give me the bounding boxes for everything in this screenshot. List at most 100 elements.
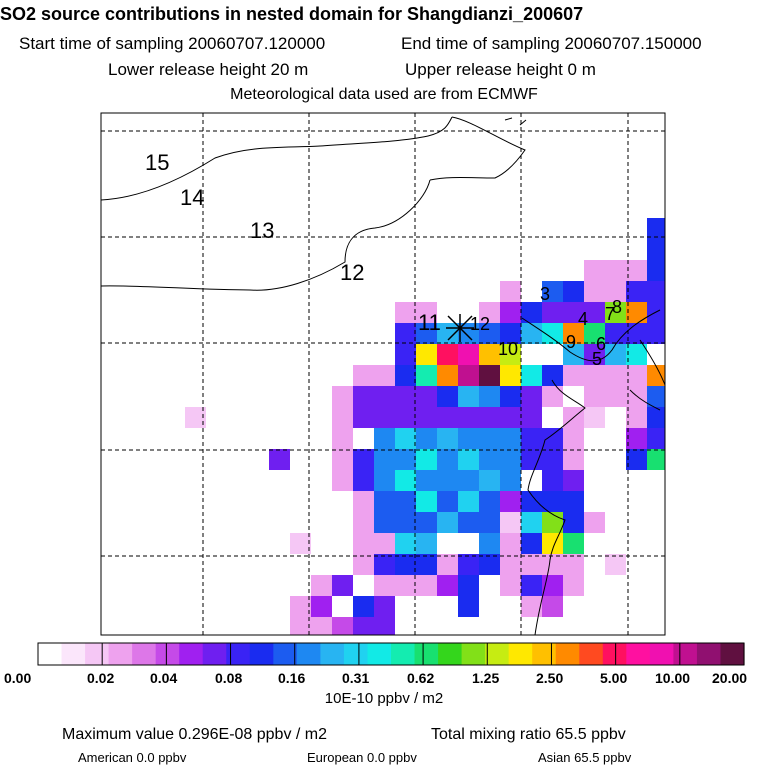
field-cell <box>353 491 374 512</box>
field-cell <box>542 470 563 491</box>
field-cell <box>500 323 521 344</box>
field-cell <box>479 449 500 470</box>
field-cell <box>458 470 479 491</box>
field-cell <box>458 386 479 407</box>
field-cell <box>647 260 665 281</box>
field-cell <box>437 512 458 533</box>
field-cell <box>395 386 416 407</box>
colorbar-swatch <box>696 643 722 665</box>
field-cell <box>290 617 311 635</box>
field-cell <box>353 596 374 617</box>
field-cell <box>626 407 647 428</box>
field-cell <box>332 407 353 428</box>
contour-label: 14 <box>180 185 204 210</box>
field-cell <box>353 533 374 554</box>
field-cell <box>605 260 626 281</box>
field-cell <box>458 407 479 428</box>
field-cell <box>563 281 584 302</box>
colorbar-tick-label: 0.31 <box>342 670 370 686</box>
field-cell <box>395 302 416 323</box>
field-cell <box>500 386 521 407</box>
colorbar-swatch <box>555 643 580 665</box>
field-cell <box>479 491 500 512</box>
field-cell <box>521 575 542 596</box>
colorbar-swatch <box>720 643 745 665</box>
colorbar-swatch <box>226 643 251 665</box>
field-cell <box>374 512 395 533</box>
field-cell <box>605 302 626 323</box>
field-cell <box>584 365 605 386</box>
field-cell <box>353 554 374 575</box>
field-cell <box>500 533 521 554</box>
field-cell <box>605 281 626 302</box>
field-cell <box>332 575 353 596</box>
colorbar-swatch <box>132 643 157 665</box>
field-cell <box>542 596 563 617</box>
field-cell <box>521 491 542 512</box>
upper-height-label: Upper release height 0 m <box>405 60 596 79</box>
chart-title: SO2 source contributions in nested domai… <box>0 4 584 24</box>
field-cell <box>437 491 458 512</box>
field-cell <box>353 470 374 491</box>
field-cell <box>479 323 500 344</box>
field-cell <box>395 428 416 449</box>
field-cell <box>416 554 437 575</box>
field-cell <box>458 575 479 596</box>
field-cell <box>605 554 626 575</box>
field-cell <box>563 302 584 323</box>
field-cell <box>395 344 416 365</box>
field-cell <box>458 449 479 470</box>
field-cell <box>521 365 542 386</box>
field-cell <box>500 512 521 533</box>
concentration-field <box>185 218 665 635</box>
field-cell <box>332 386 353 407</box>
field-cell <box>458 512 479 533</box>
contour-labels: 15 14 13 12 11 12 3 456 78 9 10 <box>145 150 622 369</box>
colorbar-swatch <box>461 643 486 665</box>
contour-label: 7 <box>605 304 615 324</box>
field-cell <box>500 575 521 596</box>
field-cell <box>395 323 416 344</box>
field-cell <box>542 575 563 596</box>
map-frame <box>100 112 666 636</box>
colorbar-tick-label: 10.00 <box>655 670 691 686</box>
colorbar-swatch <box>649 643 674 665</box>
european-contribution: European 0.0 ppbv <box>307 750 417 765</box>
field-cell <box>542 365 563 386</box>
colorbar-swatch <box>673 643 698 665</box>
colorbar-swatch <box>508 643 533 665</box>
field-cell <box>290 596 311 617</box>
field-cell <box>605 386 626 407</box>
field-cell <box>626 302 647 323</box>
colorbar-tick-marks <box>101 643 681 665</box>
field-cell <box>563 428 584 449</box>
field-cell <box>647 386 665 407</box>
field-cell <box>374 554 395 575</box>
colorbar-tick-label: 5.00 <box>600 670 628 686</box>
colorbar-swatch <box>202 643 227 665</box>
field-cell <box>500 470 521 491</box>
colorbar-swatch <box>85 643 110 665</box>
field-cell <box>437 428 458 449</box>
field-cell <box>563 554 584 575</box>
field-cell <box>416 344 437 365</box>
colorbar-swatch <box>438 643 463 665</box>
receptor-marker <box>446 314 474 342</box>
field-cell <box>584 407 605 428</box>
colorbar-swatch <box>38 643 63 665</box>
field-cell <box>647 449 665 470</box>
contour-label: 9 <box>566 332 576 352</box>
field-cell <box>416 302 437 323</box>
colorbar-swatch <box>485 643 510 665</box>
field-cell <box>395 449 416 470</box>
field-cell <box>395 470 416 491</box>
field-cell <box>542 428 563 449</box>
field-cell <box>374 491 395 512</box>
contour-label: 5 <box>592 349 602 369</box>
field-cell <box>332 470 353 491</box>
colorbar-swatch <box>296 643 321 665</box>
colorbar-swatch <box>249 643 274 665</box>
lower-height-label: Lower release height 20 m <box>108 60 309 79</box>
max-value-label: Maximum value 0.296E-08 ppbv / m2 <box>62 726 328 743</box>
field-cell <box>521 554 542 575</box>
